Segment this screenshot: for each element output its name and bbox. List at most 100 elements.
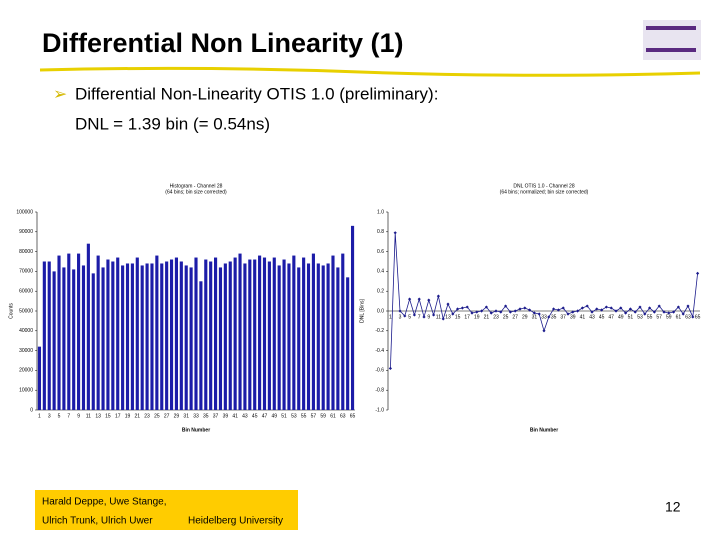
marker (393, 231, 397, 235)
x-tick-label: 39 (223, 413, 229, 419)
bar (248, 259, 252, 410)
marker (580, 306, 584, 310)
x-tick-label: 61 (330, 413, 336, 419)
x-tick-label: 21 (484, 314, 490, 320)
x-tick-label: 43 (589, 314, 595, 320)
marker (513, 309, 517, 313)
bar (130, 263, 134, 410)
marker (648, 306, 652, 310)
bar (243, 263, 247, 410)
y-tick-label: 0.0 (377, 308, 384, 314)
marker (652, 310, 656, 314)
marker (504, 304, 508, 308)
chart-title: DNL OTIS 1.0 - Channel 28 (513, 183, 574, 189)
marker (667, 311, 671, 315)
x-tick-label: 41 (232, 413, 238, 419)
marker (465, 305, 469, 309)
bar (209, 261, 213, 410)
marker (528, 308, 532, 312)
marker (446, 302, 450, 306)
marker (508, 310, 512, 314)
marker (518, 307, 522, 311)
bar (86, 243, 90, 410)
x-tick-label: 45 (252, 413, 258, 419)
x-tick-label: 63 (685, 314, 691, 320)
marker (624, 311, 628, 315)
marker (662, 310, 666, 314)
x-tick-label: 7 (418, 314, 421, 320)
x-tick-label: 33 (193, 413, 199, 419)
bar (199, 281, 203, 410)
bar (331, 255, 335, 410)
marker (595, 307, 599, 311)
bar (47, 261, 51, 410)
marker (628, 307, 632, 311)
x-tick-label: 19 (125, 413, 131, 419)
marker (600, 308, 604, 312)
x-tick-label: 31 (183, 413, 189, 419)
x-tick-label: 37 (560, 314, 566, 320)
bar (233, 257, 237, 410)
bar (135, 257, 139, 410)
y-tick-label: 0.8 (377, 229, 384, 235)
bar (67, 253, 71, 410)
y-tick-label: 40000 (19, 328, 33, 334)
x-tick-label: 27 (164, 413, 170, 419)
x-tick-label: 49 (618, 314, 624, 320)
x-tick-label: 21 (135, 413, 141, 419)
bar (297, 267, 301, 410)
bar (189, 267, 193, 410)
marker (609, 306, 613, 310)
y-tick-label: 20000 (19, 368, 33, 374)
y-tick-label: -0.4 (375, 348, 384, 354)
x-tick-label: 27 (512, 314, 518, 320)
marker (691, 315, 695, 319)
x-tick-label: 1 (38, 413, 41, 419)
bar (262, 257, 267, 410)
bar (106, 259, 110, 410)
bar (326, 263, 330, 410)
marker (412, 313, 416, 317)
bar (321, 265, 325, 410)
x-tick-label: 3 (48, 413, 51, 419)
x-tick-label: 5 (408, 314, 411, 320)
x-tick-label: 13 (95, 413, 101, 419)
bar (292, 255, 296, 410)
bar (150, 263, 154, 410)
marker (451, 312, 455, 316)
marker (657, 304, 661, 308)
x-tick-label: 23 (144, 413, 150, 419)
line (390, 232, 698, 369)
bar (253, 259, 257, 410)
marker (470, 311, 474, 315)
marker (561, 306, 565, 310)
x-tick-label: 35 (551, 314, 557, 320)
x-tick-label: 9 (77, 413, 80, 419)
x-tick-label: 55 (647, 314, 653, 320)
bar (145, 263, 149, 410)
x-tick-label: 57 (656, 314, 662, 320)
footer-institute: Heidelberg University (188, 516, 283, 527)
x-tick-label: 51 (628, 314, 634, 320)
x-tick-label: 49 (271, 413, 277, 419)
x-tick-label: 29 (174, 413, 180, 419)
marker (494, 309, 498, 313)
marker (408, 297, 412, 301)
marker (388, 366, 392, 371)
bullet-line2: DNL = 1.39 bin (= 0.54ns) (75, 114, 270, 133)
marker (638, 305, 642, 309)
marker (499, 310, 503, 314)
bar (140, 265, 144, 410)
x-tick-label: 41 (580, 314, 586, 320)
marker (427, 298, 431, 302)
marker (537, 312, 541, 316)
marker (403, 314, 407, 318)
marker (696, 271, 700, 275)
marker (480, 309, 484, 313)
y-tick-label: 60000 (19, 289, 33, 295)
bar (121, 265, 125, 410)
marker (633, 310, 637, 314)
x-tick-label: 45 (599, 314, 605, 320)
x-tick-label: 55 (301, 413, 307, 419)
